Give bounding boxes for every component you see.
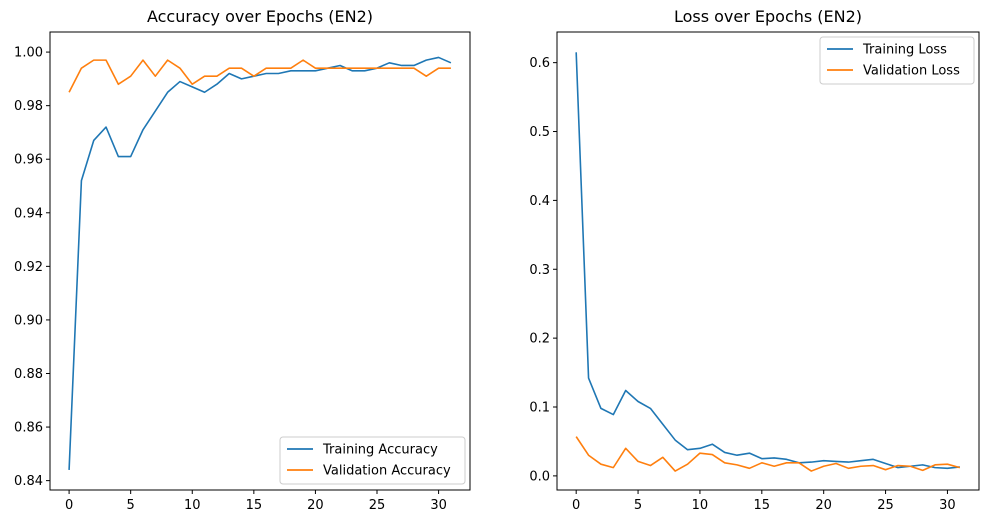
training-loss-line xyxy=(575,52,960,470)
x-tick-label: 25 xyxy=(877,498,894,513)
legend-label-validation-accuracy: Validation Accuracy xyxy=(323,464,451,479)
legend-label-training-loss: Training Loss xyxy=(862,43,947,58)
chart-title: Accuracy over Epochs (EN2) xyxy=(147,7,373,26)
y-tick-label: 0.84 xyxy=(14,474,43,489)
accuracy-chart: Accuracy over Epochs (EN2) 0 5 10 15 20 25 30 0… xyxy=(14,7,471,513)
y-tick-label: 0.4 xyxy=(529,194,550,209)
legend-box xyxy=(819,36,975,85)
y-tick-label: 0.96 xyxy=(14,153,43,168)
y-tick-label: 0.92 xyxy=(14,260,43,275)
loss-chart: Loss over Epochs (EN2) 0 5 10 15 20 25 30 0.0 0.… xyxy=(529,7,980,513)
legend-label-validation-loss: Validation Loss xyxy=(863,64,960,79)
x-tick-label: 20 xyxy=(815,498,832,513)
x-tick-label: 10 xyxy=(692,498,709,513)
x-tick-label: 5 xyxy=(127,498,135,513)
chart-title: Loss over Epochs (EN2) xyxy=(674,7,862,26)
y-tick-label: 0.6 xyxy=(529,56,550,71)
y-tick-label: 0.5 xyxy=(529,125,550,140)
y-tick-label: 0.2 xyxy=(529,332,550,347)
y-tick-label: 0.94 xyxy=(14,206,43,221)
x-tick-label: 30 xyxy=(939,498,956,513)
legend-box xyxy=(279,436,466,485)
legend-label-training-accuracy: Training Accuracy xyxy=(322,443,438,458)
x-tick-label: 15 xyxy=(754,498,771,513)
validation-loss-line xyxy=(575,436,961,472)
x-tick-label: 25 xyxy=(369,498,386,513)
y-tick-label: 0.86 xyxy=(14,421,43,436)
y-tick-label: 0.1 xyxy=(529,401,550,416)
y-tick-label: 0.0 xyxy=(529,469,550,484)
x-tick-label: 0 xyxy=(65,498,73,513)
y-tick-label: 0.90 xyxy=(14,313,43,328)
y-tick-label: 0.98 xyxy=(14,99,43,114)
plot-frame xyxy=(49,31,471,491)
x-tick-label: 20 xyxy=(307,498,324,513)
y-tick-label: 1.00 xyxy=(14,46,43,61)
legend: Training Loss Validation Loss xyxy=(819,36,975,85)
x-tick-label: 10 xyxy=(184,498,201,513)
plot-frame xyxy=(556,31,980,491)
validation-accuracy-line xyxy=(68,59,451,93)
legend: Training Accuracy Validation Accuracy xyxy=(279,436,466,485)
training-accuracy-line xyxy=(68,56,452,470)
x-tick-label: 0 xyxy=(572,498,580,513)
x-tick-label: 30 xyxy=(430,498,447,513)
y-tick-label: 0.3 xyxy=(529,263,550,278)
x-tick-label: 15 xyxy=(246,498,263,513)
x-tick-label: 5 xyxy=(634,498,642,513)
y-tick-label: 0.88 xyxy=(14,367,43,382)
